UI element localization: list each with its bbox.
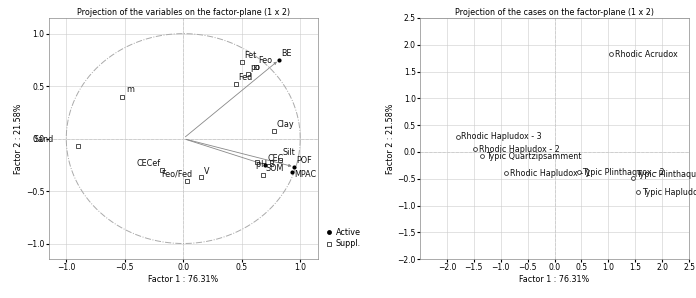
- Text: Typic Plinthaquox - 2: Typic Plinthaquox - 2: [583, 168, 665, 177]
- Legend: Active, Suppl.: Active, Suppl.: [325, 227, 362, 249]
- Y-axis label: Factor 2 : 21.58%: Factor 2 : 21.58%: [386, 103, 395, 174]
- Text: Clay: Clay: [277, 120, 294, 129]
- Text: BE: BE: [281, 49, 292, 58]
- Text: SOM: SOM: [265, 164, 283, 173]
- Y-axis label: Factor 2 : 21.58%: Factor 2 : 21.58%: [15, 103, 23, 174]
- Text: MPAC: MPAC: [294, 170, 317, 179]
- Text: Feo/Fed: Feo/Fed: [161, 170, 192, 179]
- Text: m: m: [126, 86, 134, 94]
- Text: Typic Quartzipsamment: Typic Quartzipsamment: [486, 152, 581, 161]
- Text: Rhodic Acrudox: Rhodic Acrudox: [615, 50, 677, 59]
- Text: CECef: CECef: [136, 159, 161, 168]
- Text: Rhodic Hapludox - 1: Rhodic Hapludox - 1: [510, 169, 590, 178]
- Text: Feo: Feo: [258, 56, 272, 65]
- Text: Fed: Fed: [238, 73, 253, 82]
- Text: Silt: Silt: [283, 148, 295, 157]
- Text: Fet: Fet: [244, 51, 256, 60]
- Text: Typic Hapludox: Typic Hapludox: [642, 188, 696, 197]
- Text: Rhodic Hapludox - 3: Rhodic Hapludox - 3: [461, 132, 542, 142]
- Title: Projection of the cases on the factor-plane (1 x 2): Projection of the cases on the factor-pl…: [455, 8, 654, 17]
- X-axis label: Factor 1 : 76.31%: Factor 1 : 76.31%: [519, 275, 590, 284]
- Text: po: po: [250, 63, 260, 72]
- Text: CEC: CEC: [267, 154, 284, 163]
- Title: Projection of the variables on the factor-plane (1 x 2): Projection of the variables on the facto…: [77, 8, 290, 17]
- Text: pH B: pH B: [255, 160, 275, 169]
- Text: POF: POF: [296, 156, 313, 165]
- Text: V: V: [205, 167, 209, 176]
- Text: Typic Plinthaquox - 1: Typic Plinthaquox - 1: [636, 170, 696, 179]
- Text: Rhodic Hapludox - 2: Rhodic Hapludox - 2: [479, 145, 560, 154]
- Text: Sand: Sand: [33, 135, 54, 144]
- X-axis label: Factor 1 : 76.31%: Factor 1 : 76.31%: [148, 275, 219, 284]
